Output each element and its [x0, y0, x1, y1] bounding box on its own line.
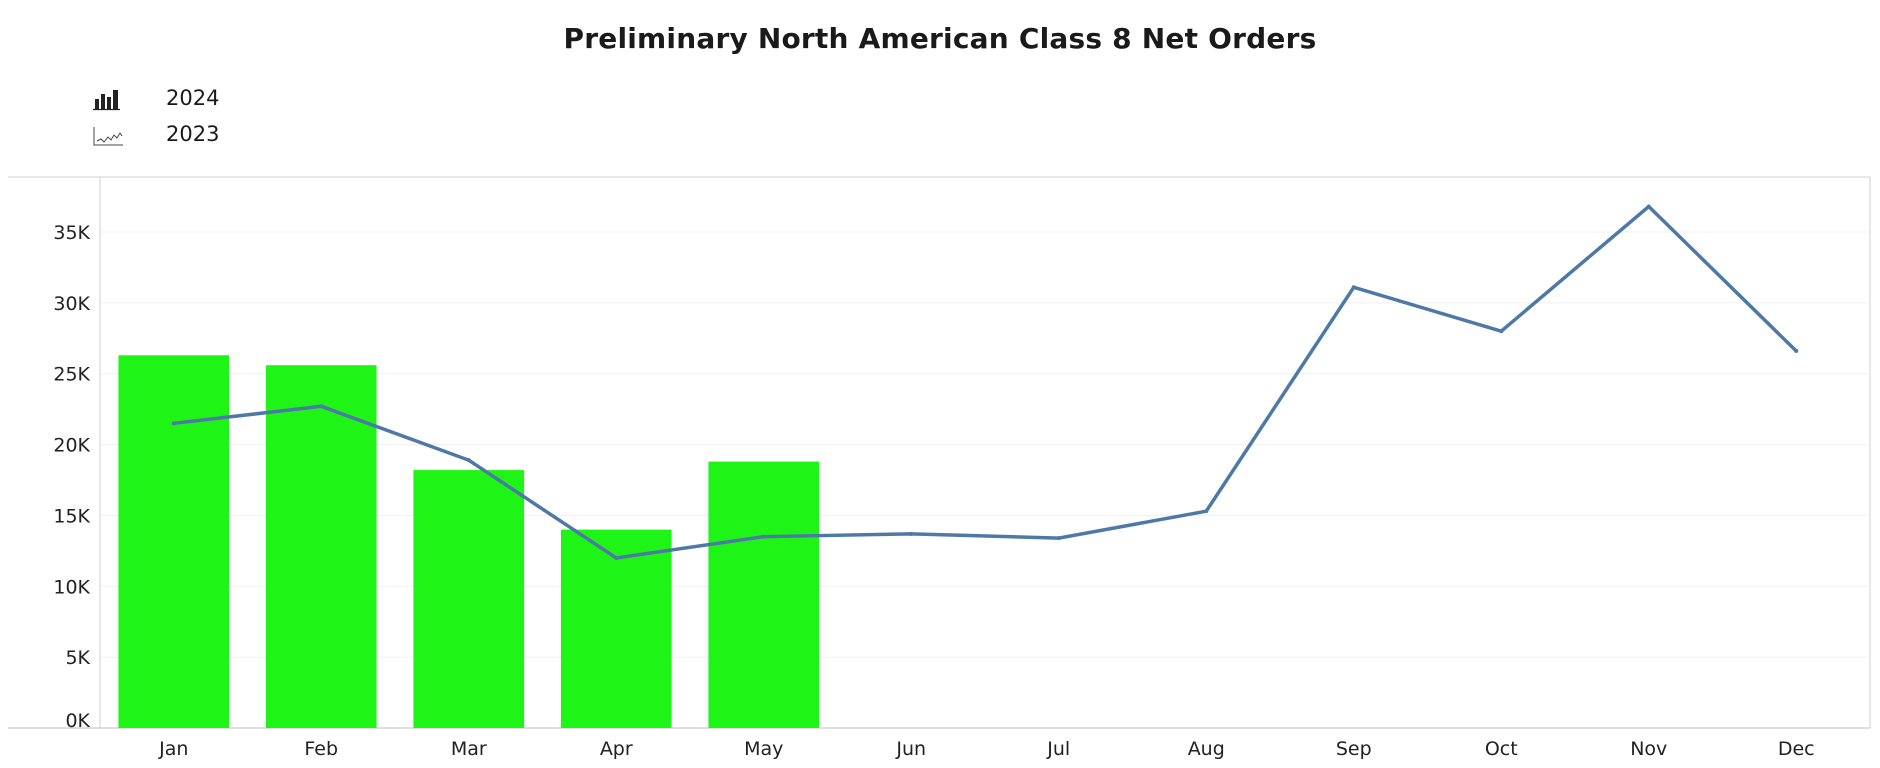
point-2023[interactable]	[1499, 329, 1504, 334]
y-tick-label: 25K	[53, 364, 90, 386]
y-tick-label: 20K	[53, 435, 90, 457]
point-2023[interactable]	[171, 421, 176, 426]
legend-item-2024[interactable]: 2024	[92, 80, 219, 116]
point-2023[interactable]	[1204, 509, 1209, 514]
point-2023[interactable]	[761, 534, 766, 539]
bar-chart-icon	[93, 90, 120, 111]
bar-2024[interactable]	[560, 529, 672, 728]
x-tick-label: Nov	[1630, 738, 1667, 760]
y-tick-label: 10K	[53, 576, 90, 598]
legend-item-2023[interactable]: 2023	[92, 116, 219, 152]
x-tick-label: May	[744, 738, 783, 760]
point-2023[interactable]	[1056, 536, 1061, 541]
y-tick-label: 15K	[53, 505, 90, 527]
x-tick-label: Aug	[1188, 738, 1225, 760]
point-2023[interactable]	[319, 404, 324, 409]
line-chart-icon	[93, 127, 123, 146]
x-tick-label: Apr	[600, 738, 633, 760]
legend-label-2024: 2024	[166, 86, 220, 110]
bar-2024[interactable]	[265, 365, 377, 728]
point-2023[interactable]	[909, 531, 914, 536]
legend-label-2023: 2023	[166, 122, 220, 146]
point-2023[interactable]	[614, 555, 619, 560]
x-tick-label: Sep	[1336, 738, 1372, 760]
line-2023[interactable]	[173, 204, 1798, 560]
y-tick-label: 35K	[53, 222, 90, 244]
point-2023[interactable]	[1646, 204, 1651, 209]
bar-2024[interactable]	[708, 461, 820, 728]
legend: 2024 2023	[92, 80, 219, 152]
x-tick-label: Dec	[1778, 738, 1815, 760]
chart-title: Preliminary North American Class 8 Net O…	[563, 22, 1317, 55]
y-tick-label: 5K	[65, 647, 90, 669]
x-tick-label: Jan	[158, 738, 188, 760]
point-2023[interactable]	[1351, 285, 1356, 290]
x-tick-label: Feb	[304, 738, 338, 760]
point-2023[interactable]	[1794, 349, 1799, 354]
y-tick-label: 0K	[65, 710, 90, 732]
x-tick-label: Oct	[1485, 738, 1518, 760]
x-tick-label: Jul	[1046, 738, 1070, 760]
bar-2024[interactable]	[118, 355, 230, 728]
y-tick-label: 30K	[53, 293, 90, 315]
x-tick-label: Mar	[451, 738, 487, 760]
x-tick-label: Jun	[895, 738, 926, 760]
bar-2024[interactable]	[413, 470, 525, 728]
point-2023[interactable]	[466, 458, 471, 463]
